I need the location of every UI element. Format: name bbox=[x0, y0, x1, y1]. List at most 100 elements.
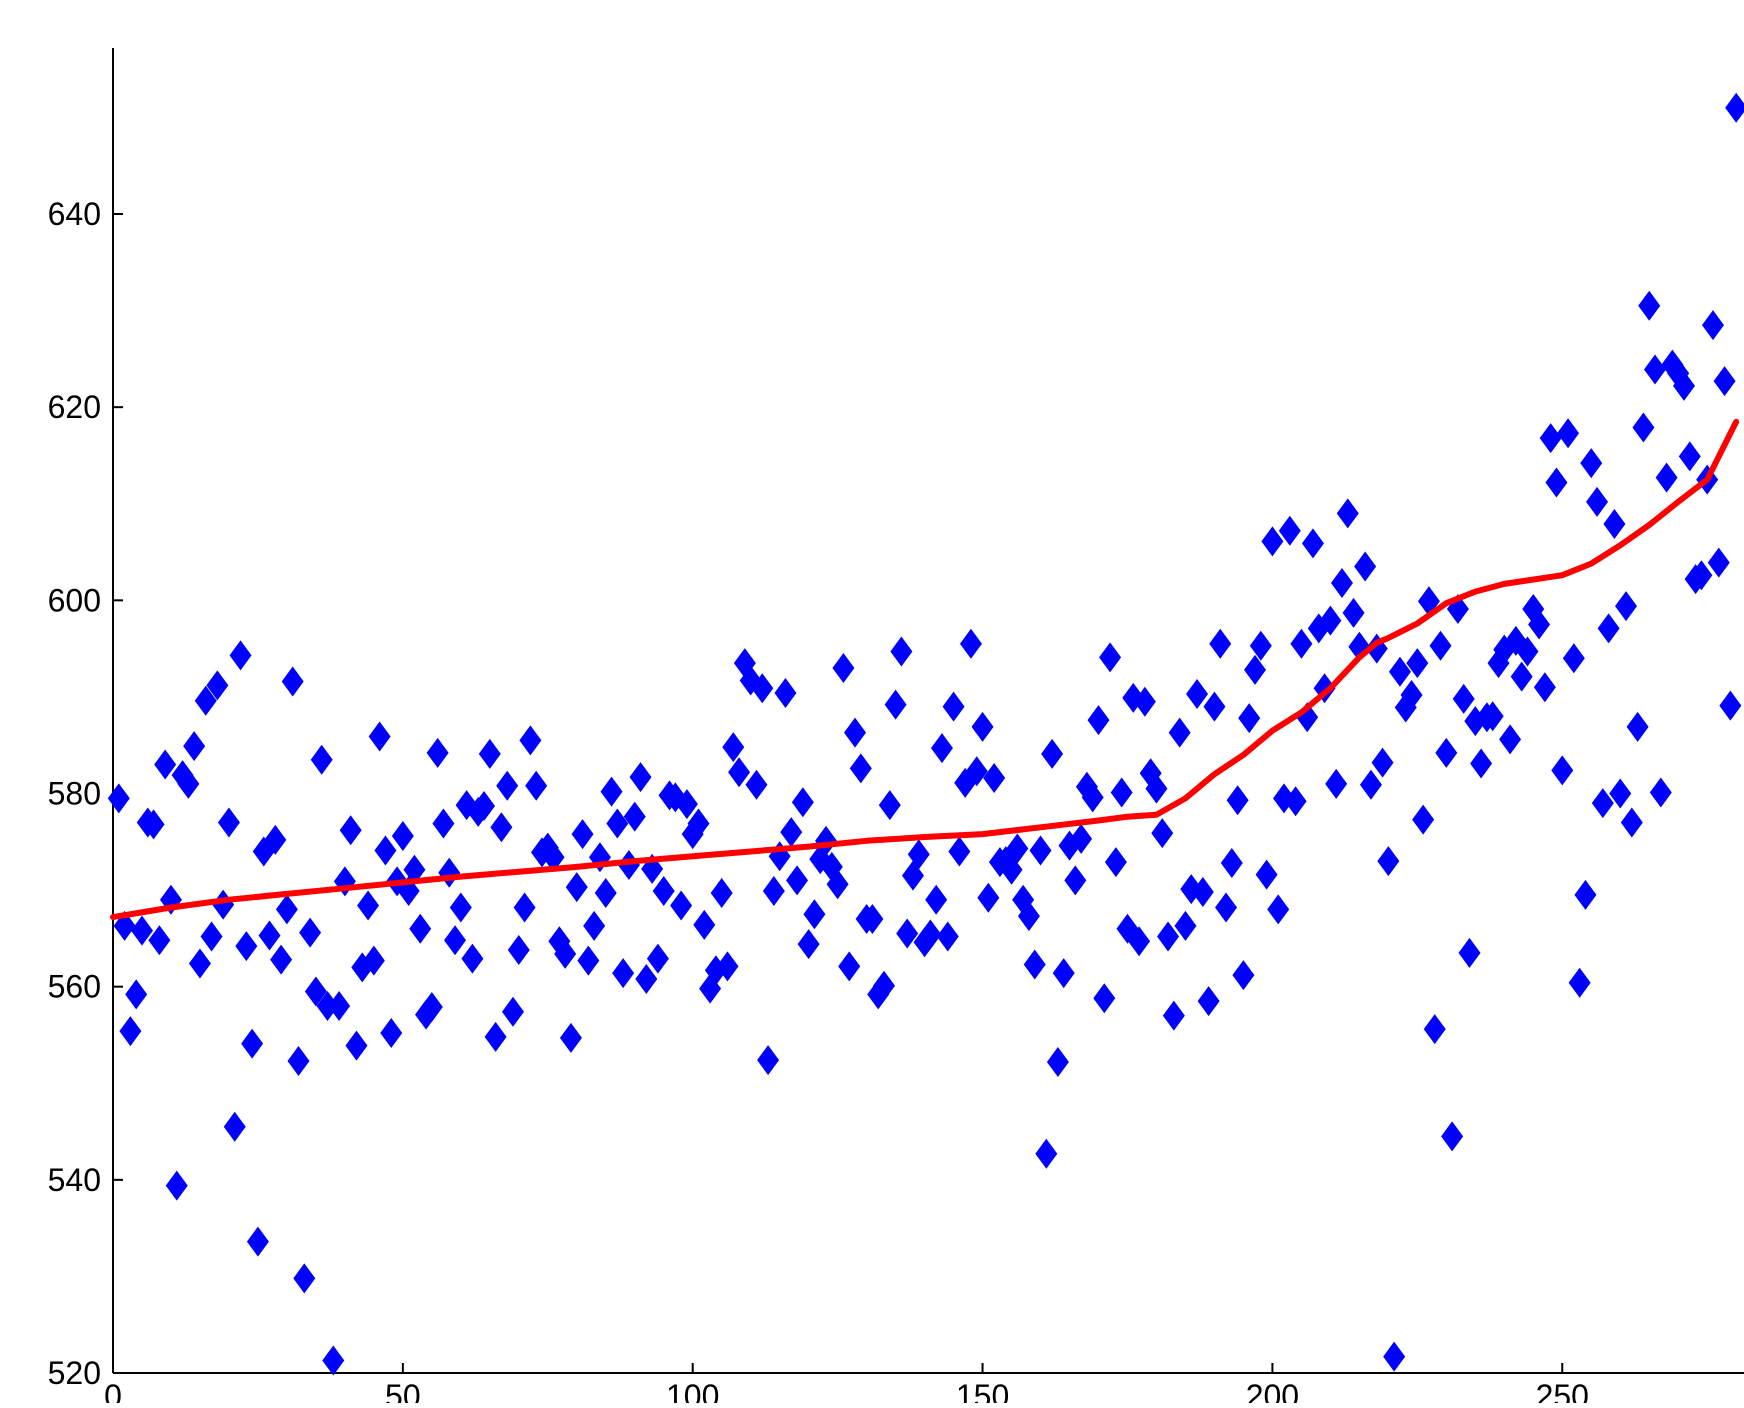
data-point bbox=[1133, 686, 1156, 717]
data-point bbox=[1284, 786, 1307, 817]
data-point bbox=[577, 945, 600, 976]
data-point bbox=[1330, 567, 1353, 598]
data-point bbox=[299, 917, 322, 948]
data-point bbox=[780, 817, 803, 848]
data-point bbox=[1678, 441, 1701, 472]
data-point bbox=[849, 753, 872, 784]
data-point bbox=[617, 849, 640, 880]
data-point bbox=[878, 790, 901, 821]
data-point bbox=[1220, 848, 1243, 879]
data-point bbox=[1406, 648, 1429, 679]
trend-line bbox=[110, 418, 1740, 921]
data-point bbox=[525, 770, 548, 801]
data-point bbox=[345, 1030, 368, 1061]
data-point bbox=[1255, 859, 1278, 890]
data-point bbox=[977, 882, 1000, 913]
data-point bbox=[716, 951, 739, 982]
data-point bbox=[409, 913, 432, 944]
data-point bbox=[1081, 782, 1104, 813]
data-point bbox=[1017, 901, 1040, 932]
data-point bbox=[612, 958, 635, 989]
data-point bbox=[130, 915, 153, 946]
data-point bbox=[501, 996, 524, 1027]
data-point bbox=[1615, 591, 1638, 622]
data-point bbox=[119, 1016, 142, 1047]
data-point bbox=[728, 757, 751, 788]
data-point bbox=[1557, 418, 1580, 449]
data-point bbox=[1499, 724, 1522, 755]
data-point bbox=[1209, 628, 1232, 659]
data-point bbox=[304, 976, 327, 1007]
data-point bbox=[444, 925, 467, 956]
data-point bbox=[374, 835, 397, 866]
data-point bbox=[565, 872, 588, 903]
data-point bbox=[148, 925, 171, 956]
data-point bbox=[212, 889, 235, 920]
data-point bbox=[1023, 949, 1046, 980]
data-point bbox=[652, 876, 675, 907]
data-point bbox=[629, 762, 652, 793]
data-point bbox=[1203, 691, 1226, 722]
data-point bbox=[426, 737, 449, 768]
y-tick-label: 600 bbox=[48, 582, 101, 618]
data-point bbox=[965, 756, 988, 787]
data-point bbox=[177, 768, 200, 799]
data-point bbox=[1655, 462, 1678, 493]
x-tick-label: 200 bbox=[1246, 1378, 1299, 1403]
data-point bbox=[542, 842, 565, 873]
data-point bbox=[1261, 526, 1284, 557]
data-point bbox=[519, 725, 542, 756]
data-point bbox=[571, 819, 594, 850]
data-point bbox=[432, 808, 455, 839]
y-tick-label: 640 bbox=[48, 196, 101, 232]
data-point bbox=[461, 943, 484, 974]
data-point bbox=[258, 920, 281, 951]
data-point bbox=[223, 1111, 246, 1142]
x-tick-label: 250 bbox=[1536, 1378, 1589, 1403]
data-point bbox=[357, 890, 380, 921]
data-point bbox=[1157, 921, 1180, 952]
data-point bbox=[403, 854, 426, 885]
data-point bbox=[206, 670, 229, 701]
data-point bbox=[507, 934, 530, 965]
data-point bbox=[623, 801, 646, 832]
data-point bbox=[1713, 366, 1736, 397]
data-point bbox=[1191, 877, 1214, 908]
data-point bbox=[107, 783, 130, 814]
data-point bbox=[293, 1263, 316, 1294]
x-tick-label: 150 bbox=[956, 1378, 1009, 1403]
data-point bbox=[368, 721, 391, 752]
y-tick-label: 620 bbox=[48, 389, 101, 425]
data-point bbox=[1458, 937, 1481, 968]
data-point bbox=[884, 689, 907, 720]
data-point bbox=[1638, 290, 1661, 321]
data-point bbox=[473, 791, 496, 822]
data-point bbox=[235, 931, 258, 962]
data-point bbox=[1603, 509, 1626, 540]
data-point bbox=[1064, 865, 1087, 896]
data-point bbox=[832, 652, 855, 683]
data-point bbox=[1301, 528, 1324, 559]
data-point bbox=[559, 1022, 582, 1053]
data-point bbox=[1267, 894, 1290, 925]
data-point bbox=[1162, 1000, 1185, 1031]
data-point bbox=[496, 770, 519, 801]
data-point bbox=[1707, 547, 1730, 578]
data-point bbox=[339, 815, 362, 846]
data-point bbox=[490, 812, 513, 843]
ticks: 520 540 560 580 600 620 640 0 50 100 150 200 250 bbox=[48, 196, 1589, 1408]
data-point bbox=[1377, 846, 1400, 877]
data-point bbox=[217, 807, 240, 838]
data-point bbox=[1052, 958, 1075, 989]
data-point bbox=[774, 678, 797, 709]
data-point bbox=[1545, 467, 1568, 498]
data-point bbox=[1644, 354, 1667, 385]
data-point bbox=[948, 836, 971, 867]
data-point bbox=[1110, 777, 1133, 808]
data-point bbox=[1006, 833, 1029, 864]
data-point bbox=[1528, 609, 1551, 640]
data-point bbox=[1690, 560, 1713, 591]
data-point bbox=[930, 733, 953, 764]
data-point bbox=[907, 839, 930, 870]
